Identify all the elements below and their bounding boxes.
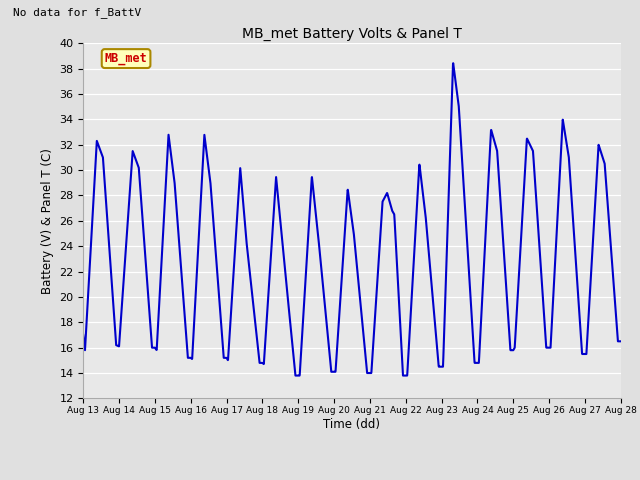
Y-axis label: Battery (V) & Panel T (C): Battery (V) & Panel T (C) [41, 148, 54, 294]
Text: MB_met: MB_met [105, 52, 147, 65]
Legend: Panel T: Panel T [305, 476, 399, 480]
Text: No data for f_BattV: No data for f_BattV [13, 7, 141, 18]
Title: MB_met Battery Volts & Panel T: MB_met Battery Volts & Panel T [242, 27, 462, 41]
X-axis label: Time (dd): Time (dd) [323, 418, 381, 431]
